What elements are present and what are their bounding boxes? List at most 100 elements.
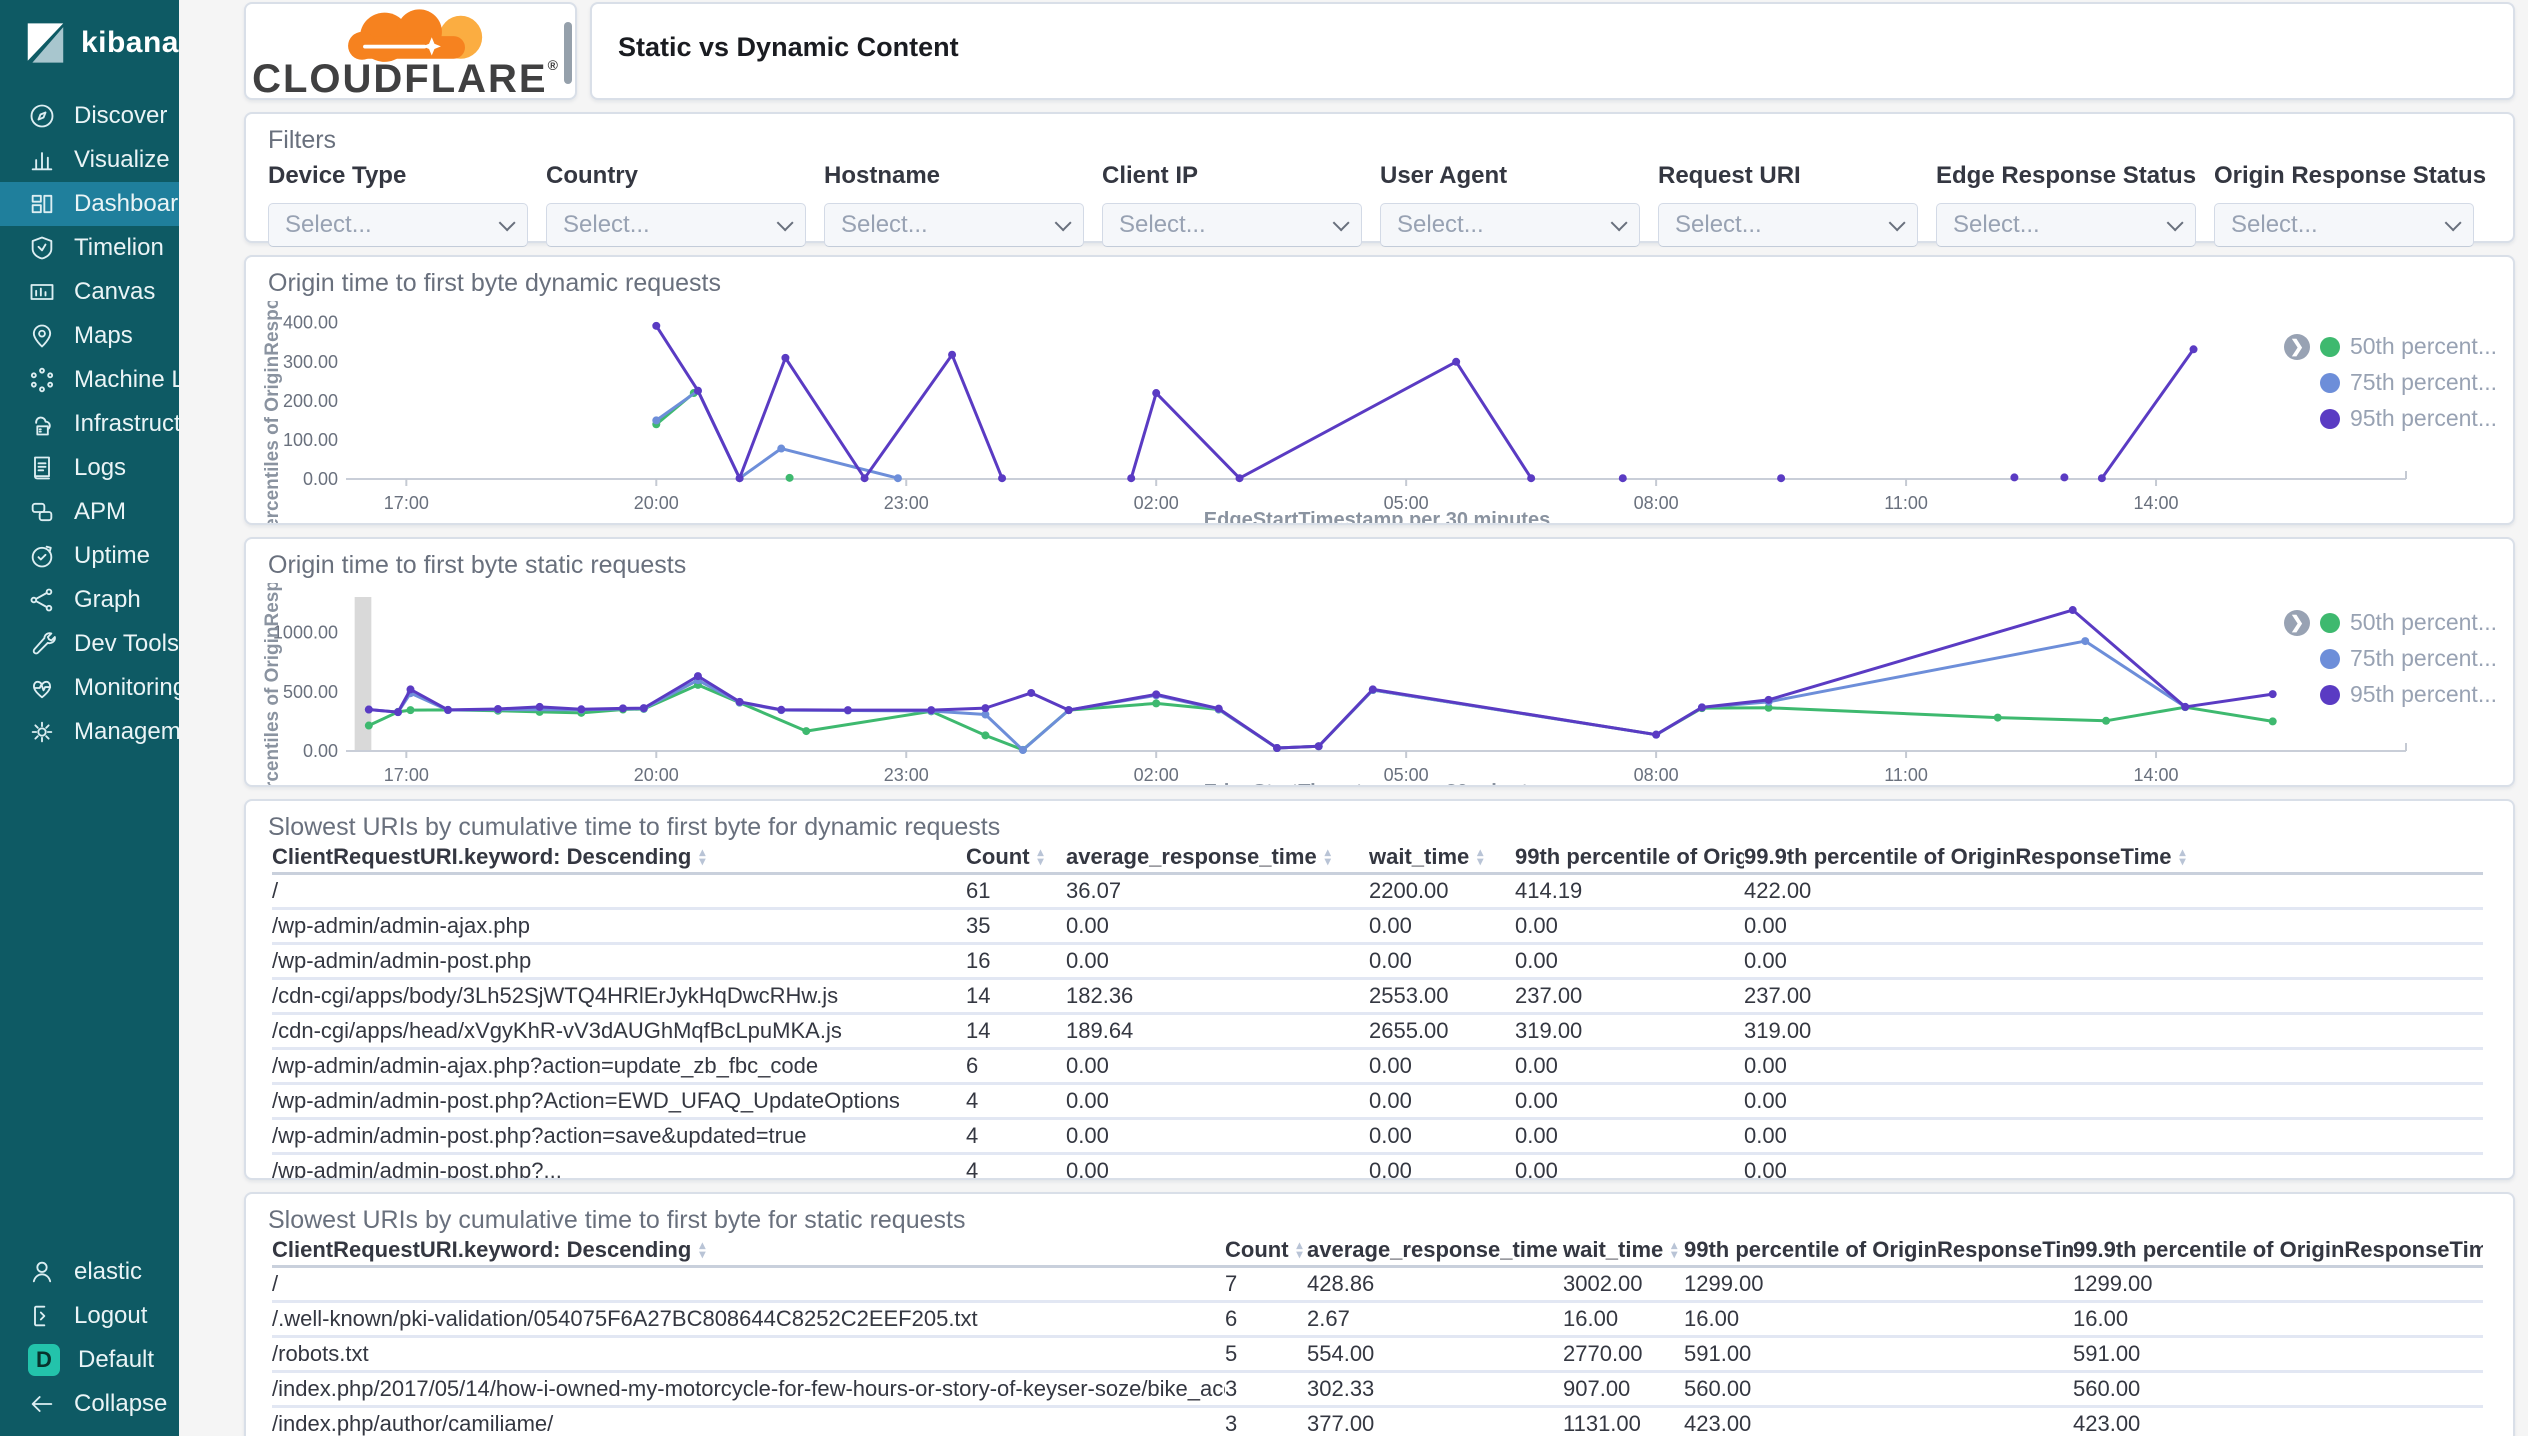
table-header-row: ClientRequestURI.keyword: Descending ▴ ▾ Co… <box>272 841 2483 875</box>
table-cell: 0.00 <box>1744 948 1787 973</box>
column-header-sort[interactable]: ClientRequestURI.keyword: Descending ▴ ▾ <box>272 844 966 870</box>
sort-icon: ▴ ▾ <box>1477 844 1484 868</box>
svg-text:100.00: 100.00 <box>283 430 338 450</box>
sidebar-item-label: Canvas <box>74 278 156 305</box>
legend-item-95th[interactable]: ❯95th percent... <box>2284 681 2497 708</box>
column-header-sort[interactable]: 99.9th percentile of OriginResponseTime▴… <box>1744 844 2483 870</box>
filter-select-request-uri[interactable]: Select... <box>1658 203 1918 247</box>
legend-label: 95th percent... <box>2349 681 2497 707</box>
column-header-sort[interactable]: 99th percentile of OriginResponseTime▴▾ <box>1515 844 1744 870</box>
table-cell: 0.00 <box>1515 913 1558 938</box>
dashboard-title-panel: Static vs Dynamic Content <box>590 2 2515 100</box>
legend-item-95th[interactable]: ❯95th percent... <box>2284 405 2497 432</box>
sidebar-item-uptime[interactable]: Uptime <box>0 534 179 578</box>
filter-select-client-ip[interactable]: Select... <box>1102 203 1362 247</box>
legend-expand-icon[interactable]: ❯ <box>2283 609 2310 636</box>
table-cell: 16.00 <box>2073 1306 2129 1331</box>
column-header-sort[interactable]: wait_time ▴ ▾ <box>1563 1237 1684 1263</box>
sidebar-item-dashboard[interactable]: Dashboard <box>0 182 179 226</box>
filter-select-origin-response-status[interactable]: Select... <box>2214 203 2474 247</box>
sidebar-item-graph[interactable]: Graph <box>0 578 179 622</box>
filter-field-request-uri: Request URI Select... <box>1658 162 1936 247</box>
canvas-icon <box>30 284 54 300</box>
table-cell: 319.00 <box>1744 1018 1812 1043</box>
sidebar-footer-logout[interactable]: Logout <box>0 1294 179 1338</box>
filter-select-edge-response-status[interactable]: Select... <box>1936 203 2196 247</box>
kibana-logo[interactable]: kibana <box>0 0 179 86</box>
sidebar-item-apm[interactable]: APM <box>0 490 179 534</box>
svg-text:EdgeStartTimestamp per 30 minu: EdgeStartTimestamp per 30 minutes <box>1204 781 1550 787</box>
sidebar-item-machine-le[interactable]: Machine Le... <box>0 358 179 402</box>
sidebar-item-monitoring[interactable]: Monitoring <box>0 666 179 710</box>
sidebar-item-infrastructure[interactable]: Infrastructure <box>0 402 179 446</box>
svg-text:23:00: 23:00 <box>884 765 929 785</box>
column-header-sort[interactable]: wait_time ▴ ▾ <box>1369 844 1515 870</box>
sidebar-item-management[interactable]: Management <box>0 710 179 754</box>
legend-item-75th[interactable]: ❯75th percent... <box>2284 369 2497 396</box>
column-header-sort[interactable]: 99th percentile of OriginResponseTime▴▾ <box>1684 1237 2073 1263</box>
filter-label: Request URI <box>1658 162 1801 189</box>
sidebar-item-visualize[interactable]: Visualize <box>0 138 179 182</box>
legend-item-50th[interactable]: ❯ 50th percent... <box>2283 333 2497 360</box>
column-header-label: wait_time <box>1563 1236 1664 1262</box>
sidebar-footer-collapse[interactable]: Collapse <box>0 1382 179 1426</box>
table-cell: 319.00 <box>1515 1018 1583 1043</box>
sidebar-footer-label: Default <box>78 1346 155 1373</box>
panel-scrollbar[interactable] <box>564 22 572 84</box>
svg-text:05:00: 05:00 <box>1384 765 1429 785</box>
column-header-sort[interactable]: 99.9th percentile of OriginResponseTime▴… <box>2073 1237 2483 1263</box>
column-header-sort[interactable]: Count ▴ ▾ <box>966 844 1066 870</box>
table-cell: 0.00 <box>1369 1053 1412 1078</box>
table-row: / 61 36.07 2200.00 414.19 422.00 <box>272 875 2483 910</box>
filter-field-country: Country Select... <box>546 162 824 247</box>
table-row: /cdn-cgi/apps/body/3Lh52SjWTQ4HRlErJykHq… <box>272 980 2483 1015</box>
filter-select-hostname[interactable]: Select... <box>824 203 1084 247</box>
table-cell: 2.67 <box>1307 1306 1350 1331</box>
column-header-label: Count <box>1225 1236 1289 1262</box>
legend-item-50th[interactable]: ❯ 50th percent... <box>2283 609 2497 636</box>
table-row: /cdn-cgi/apps/head/xVgyKhR-vV3dAUGhMqfBc… <box>272 1015 2483 1050</box>
user-icon <box>32 1261 52 1283</box>
filter-select-device-type[interactable]: Select... <box>268 203 528 247</box>
table-cell: 14 <box>966 983 991 1008</box>
sidebar-item-discover[interactable]: Discover <box>0 94 179 138</box>
column-header-sort[interactable]: average_response_time▴▾ <box>1307 1237 1563 1263</box>
filter-label: Edge Response Status <box>1936 162 2197 189</box>
legend-expand-icon[interactable]: ❯ <box>2283 333 2310 360</box>
sidebar-footer-default[interactable]: D Default <box>0 1338 179 1382</box>
sidebar-item-maps[interactable]: Maps <box>0 314 179 358</box>
filter-select-user-agent[interactable]: Select... <box>1380 203 1640 247</box>
column-header-sort[interactable]: ClientRequestURI.keyword: Descending ▴ ▾ <box>272 1237 1225 1263</box>
sidebar-item-timelion[interactable]: Timelion <box>0 226 179 270</box>
uptime-icon <box>31 545 53 568</box>
sidebar-item-label: Machine Le... <box>74 366 179 393</box>
svg-text:1000.00: 1000.00 <box>273 623 338 643</box>
sidebar-footer-elastic[interactable]: elastic <box>0 1250 179 1294</box>
table-cell: /wp-admin/admin-ajax.php <box>272 913 531 938</box>
data-table: ClientRequestURI.keyword: Descending ▴ ▾ Co… <box>272 1234 2483 1436</box>
filter-select-country[interactable]: Select... <box>546 203 806 247</box>
table-cell: 428.86 <box>1307 1271 1375 1296</box>
sidebar-item-logs[interactable]: Logs <box>0 446 179 490</box>
legend-label: 50th percent... <box>2349 609 2497 635</box>
svg-text:11:00: 11:00 <box>1884 493 1928 513</box>
table-cell: 16.00 <box>1684 1306 1740 1331</box>
select-placeholder: Select... <box>1675 211 1762 238</box>
table-cell: 237.00 <box>1744 983 1812 1008</box>
table-cell: 0.00 <box>1369 1123 1412 1148</box>
table-cell: 0.00 <box>1066 1158 1109 1180</box>
column-header-sort[interactable]: Count ▴ ▾ <box>1225 1237 1307 1263</box>
table-cell: 35 <box>966 913 991 938</box>
table-cell: 0.00 <box>1369 948 1412 973</box>
sidebar-item-dev-tools[interactable]: Dev Tools <box>0 622 179 666</box>
data-table: ClientRequestURI.keyword: Descending ▴ ▾ Co… <box>272 841 2483 1180</box>
legend-item-75th[interactable]: ❯75th percent... <box>2284 645 2497 672</box>
chevron-down-icon <box>2166 214 2184 232</box>
table-cell: 1131.00 <box>1563 1411 1641 1436</box>
table-cell: 16 <box>966 948 991 973</box>
column-header-sort[interactable]: average_response_time▴▾ <box>1066 844 1369 870</box>
filters-panel: Filters Device Type Select... Country Selec… <box>244 112 2515 247</box>
sidebar-item-canvas[interactable]: Canvas <box>0 270 179 314</box>
sort-icon: ▴ ▾ <box>699 844 706 868</box>
svg-text:400.00: 400.00 <box>283 313 338 333</box>
